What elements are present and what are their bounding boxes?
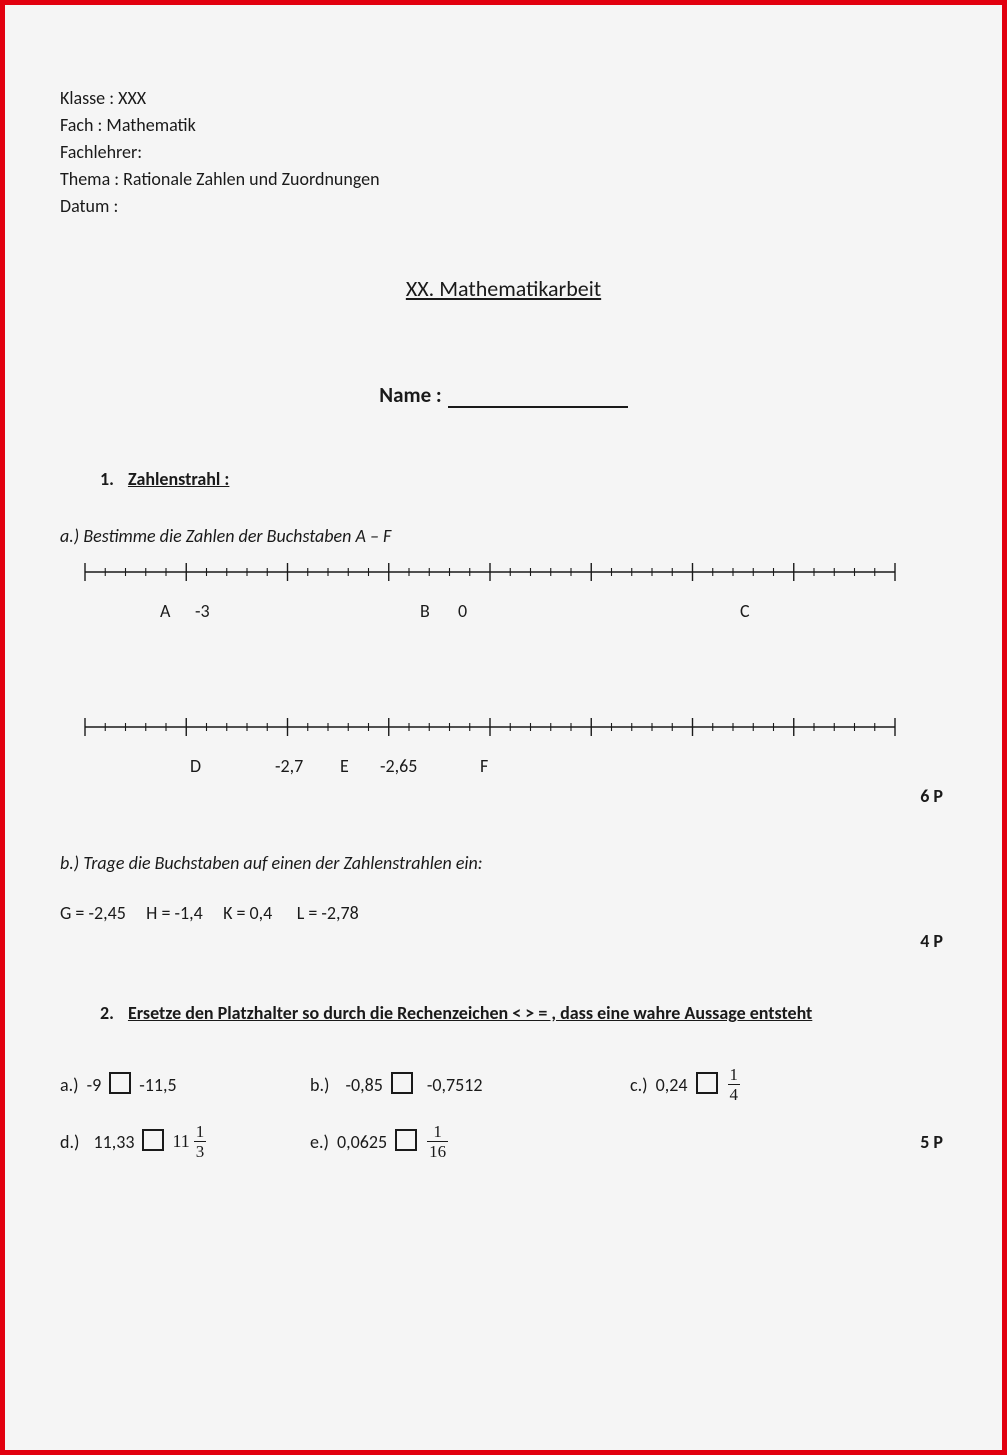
q2-d-num: 1: [194, 1123, 207, 1141]
q2-a-left: -9: [87, 1074, 102, 1096]
header-datum: Datum :: [60, 193, 947, 220]
numberline-label: F: [480, 755, 488, 777]
worksheet-title: XX. Mathematikarbeit: [60, 275, 947, 302]
numberline-label: -3: [195, 600, 210, 622]
numberline-label: -2,65: [380, 755, 417, 777]
q2-e-left: 0,0625: [337, 1131, 387, 1153]
q2-e-num: 1: [431, 1123, 444, 1141]
q2-c-den: 4: [728, 1084, 741, 1103]
placeholder-box-icon: [391, 1072, 413, 1094]
numberline-1-wrap: A -3 B 0 C: [80, 559, 947, 624]
q2-c-num: 1: [728, 1066, 741, 1084]
q2-row-1: a.) -9 -11,5 b.) -0,85 -0,7512 c.) 0,24 …: [60, 1066, 947, 1103]
placeholder-box-icon: [142, 1129, 164, 1151]
q1b-prompt: b.) Trage die Buchstaben auf einen der Z…: [60, 852, 947, 874]
q1-number: 1.: [100, 468, 114, 490]
q2-d-whole: 11: [172, 1131, 189, 1152]
numberline-label: B: [420, 600, 430, 622]
numberline-label: D: [190, 755, 201, 777]
name-field: Name :: [60, 382, 947, 408]
q2-b-label: b.): [310, 1074, 329, 1096]
header-fachlehrer: Fachlehrer:: [60, 139, 947, 166]
q2-heading: 2. Ersetze den Platzhalter so durch die R…: [100, 1002, 947, 1024]
numberline-label: E: [340, 755, 349, 777]
worksheet-page: Klasse : XXX Fach : Mathematik Fachlehre…: [0, 0, 1007, 1455]
numberline-2: [80, 714, 900, 740]
header-thema: Thema : Rationale Zahlen und Zuordnungen: [60, 166, 947, 193]
numberline-2-wrap: D -2,7 E -2,65 F: [80, 714, 947, 779]
placeholder-box-icon: [696, 1072, 718, 1094]
q2-d-fraction: 1 3: [194, 1123, 207, 1160]
q2-d: d.) 11,33 11 1 3: [60, 1123, 270, 1160]
q2-a-right: -11,5: [139, 1074, 176, 1096]
q1b-values: G = -2,45 H = -1,4 K = 0,4 L = -2,78: [60, 902, 947, 924]
q2-c-fraction: 1 4: [728, 1066, 741, 1103]
numberline-1: [80, 559, 900, 585]
q1-heading: 1. Zahlenstrahl :: [100, 468, 947, 490]
q2-d-den: 3: [194, 1141, 207, 1160]
numberline-label: -2,7: [275, 755, 303, 777]
numberline-1-labels: A -3 B 0 C: [80, 600, 947, 624]
q2-c: c.) 0,24 1 4: [630, 1066, 742, 1103]
q2-c-left: 0,24: [656, 1074, 688, 1096]
q2-e-fraction: 1 16: [427, 1123, 448, 1160]
q1-title: Zahlenstrahl :: [128, 468, 229, 490]
q2-b: b.) -0,85 -0,7512: [310, 1074, 590, 1096]
header-fach: Fach : Mathematik: [60, 112, 947, 139]
header-block: Klasse : XXX Fach : Mathematik Fachlehre…: [60, 85, 947, 220]
q2-items: a.) -9 -11,5 b.) -0,85 -0,7512 c.) 0,24 …: [60, 1066, 947, 1160]
q2-e-den: 16: [427, 1141, 448, 1160]
q2-b-left: -0,85: [345, 1074, 382, 1096]
q2-e-label: e.): [310, 1131, 329, 1153]
numberline-2-labels: D -2,7 E -2,65 F: [80, 755, 947, 779]
numberline-label: C: [740, 600, 750, 622]
header-klasse: Klasse : XXX: [60, 85, 947, 112]
q1a-prompt: a.) Bestimme die Zahlen der Buchstaben A…: [60, 525, 947, 547]
q2-c-label: c.): [630, 1074, 648, 1096]
q2-d-mixed: 11 1 3: [172, 1123, 208, 1160]
numberline-label: A: [160, 600, 170, 622]
q2-a: a.) -9 -11,5: [60, 1074, 270, 1096]
q2-d-left: 11,33: [93, 1131, 134, 1153]
q2-title: Ersetze den Platzhalter so durch die Rec…: [128, 1002, 812, 1024]
q1a-points: 6 P: [60, 785, 947, 807]
placeholder-box-icon: [395, 1129, 417, 1151]
q2-e: e.) 0,0625 1 16: [310, 1123, 450, 1160]
placeholder-box-icon: [109, 1072, 131, 1094]
q2-row-2: d.) 11,33 11 1 3 e.) 0,0625 1 16: [60, 1123, 947, 1160]
q2-number: 2.: [100, 1002, 114, 1024]
name-blank-line: [448, 406, 628, 408]
q2-b-right: -0,7512: [427, 1074, 483, 1096]
q2-points: 5 P: [920, 1131, 947, 1153]
q2-a-label: a.): [60, 1074, 79, 1096]
q1b-points: 4 P: [60, 930, 947, 952]
numberline-label: 0: [458, 600, 467, 622]
q2-d-label: d.): [60, 1131, 79, 1153]
name-label: Name :: [379, 382, 441, 408]
